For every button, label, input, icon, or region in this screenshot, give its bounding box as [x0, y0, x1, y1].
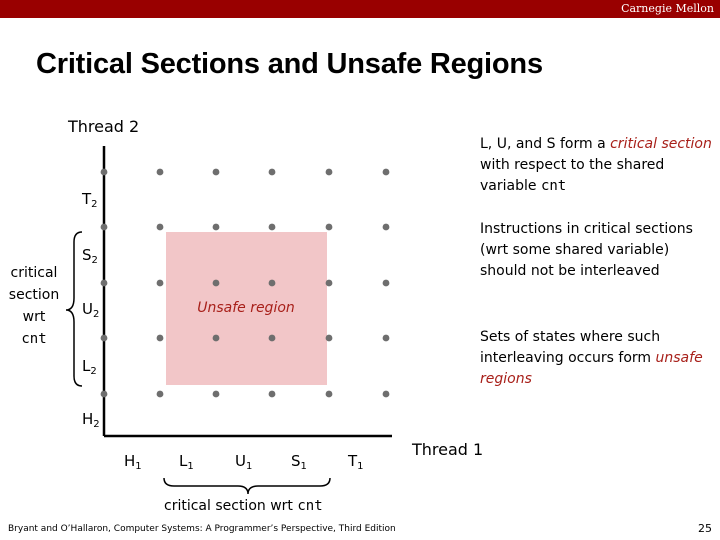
grid-dot: [382, 334, 390, 342]
grid-dot: [100, 279, 108, 287]
y-label-t2: T2: [82, 190, 98, 210]
y-label-s2: S2: [82, 246, 98, 266]
grid-dot: [325, 390, 333, 398]
grid-dot: [325, 334, 333, 342]
page-number: 25: [698, 522, 712, 535]
note-no-interleave: Instructions in critical sections (wrt s…: [480, 221, 693, 279]
x-label-h1: H1: [124, 452, 142, 472]
grid-dot: [268, 390, 276, 398]
note-unsafe-regions: Sets of states where such interleaving o…: [480, 329, 703, 387]
grid-dot: [325, 168, 333, 176]
note-critical-section: L, U, and S form a critical section with…: [480, 136, 712, 194]
grid-dot: [156, 390, 164, 398]
grid-dot: [268, 279, 276, 287]
slide-title: Critical Sections and Unsafe Regions: [36, 48, 543, 80]
grid-dot: [212, 279, 220, 287]
brand-logo: Carnegie Mellon: [621, 2, 714, 15]
footer-citation: Bryant and O’Hallaron, Computer Systems:…: [8, 524, 396, 534]
y-axis-label: Thread 2: [68, 117, 140, 136]
grid-dot: [382, 223, 390, 231]
x-critical-label: critical section wrt cnt: [164, 498, 323, 514]
grid-dot: [100, 334, 108, 342]
x-critical-brace: [163, 477, 331, 495]
grid-dot: [100, 168, 108, 176]
grid-dots: [100, 168, 390, 398]
header-bar: Carnegie Mellon: [0, 0, 720, 18]
y-critical-label: critical section wrt cnt: [8, 265, 60, 347]
grid-dot: [268, 168, 276, 176]
grid-dot: [325, 223, 333, 231]
grid-dot: [382, 168, 390, 176]
grid-dot: [325, 279, 333, 287]
unsafe-region-label: Unsafe region: [197, 300, 295, 316]
y-label-u2: U2: [82, 300, 100, 320]
grid-dot: [268, 223, 276, 231]
x-label-s1: S1: [291, 452, 307, 472]
grid-dot: [382, 279, 390, 287]
grid-dot: [100, 223, 108, 231]
x-axis-label: Thread 1: [412, 440, 484, 459]
grid-dot: [156, 279, 164, 287]
x-label-l1: L1: [179, 452, 194, 472]
grid-dot: [156, 223, 164, 231]
unsafe-region: [166, 232, 327, 385]
grid-dot: [100, 390, 108, 398]
y-label-l2: L2: [82, 357, 97, 377]
grid-dot: [156, 334, 164, 342]
grid-dot: [212, 168, 220, 176]
grid-dot: [212, 223, 220, 231]
y-label-h2: H2: [82, 410, 100, 430]
grid-dot: [268, 334, 276, 342]
grid-dot: [212, 334, 220, 342]
x-label-u1: U1: [235, 452, 253, 472]
grid-dot: [382, 390, 390, 398]
x-label-t1: T1: [348, 452, 364, 472]
y-critical-brace: [65, 231, 83, 387]
grid-dot: [156, 168, 164, 176]
grid-dot: [212, 390, 220, 398]
